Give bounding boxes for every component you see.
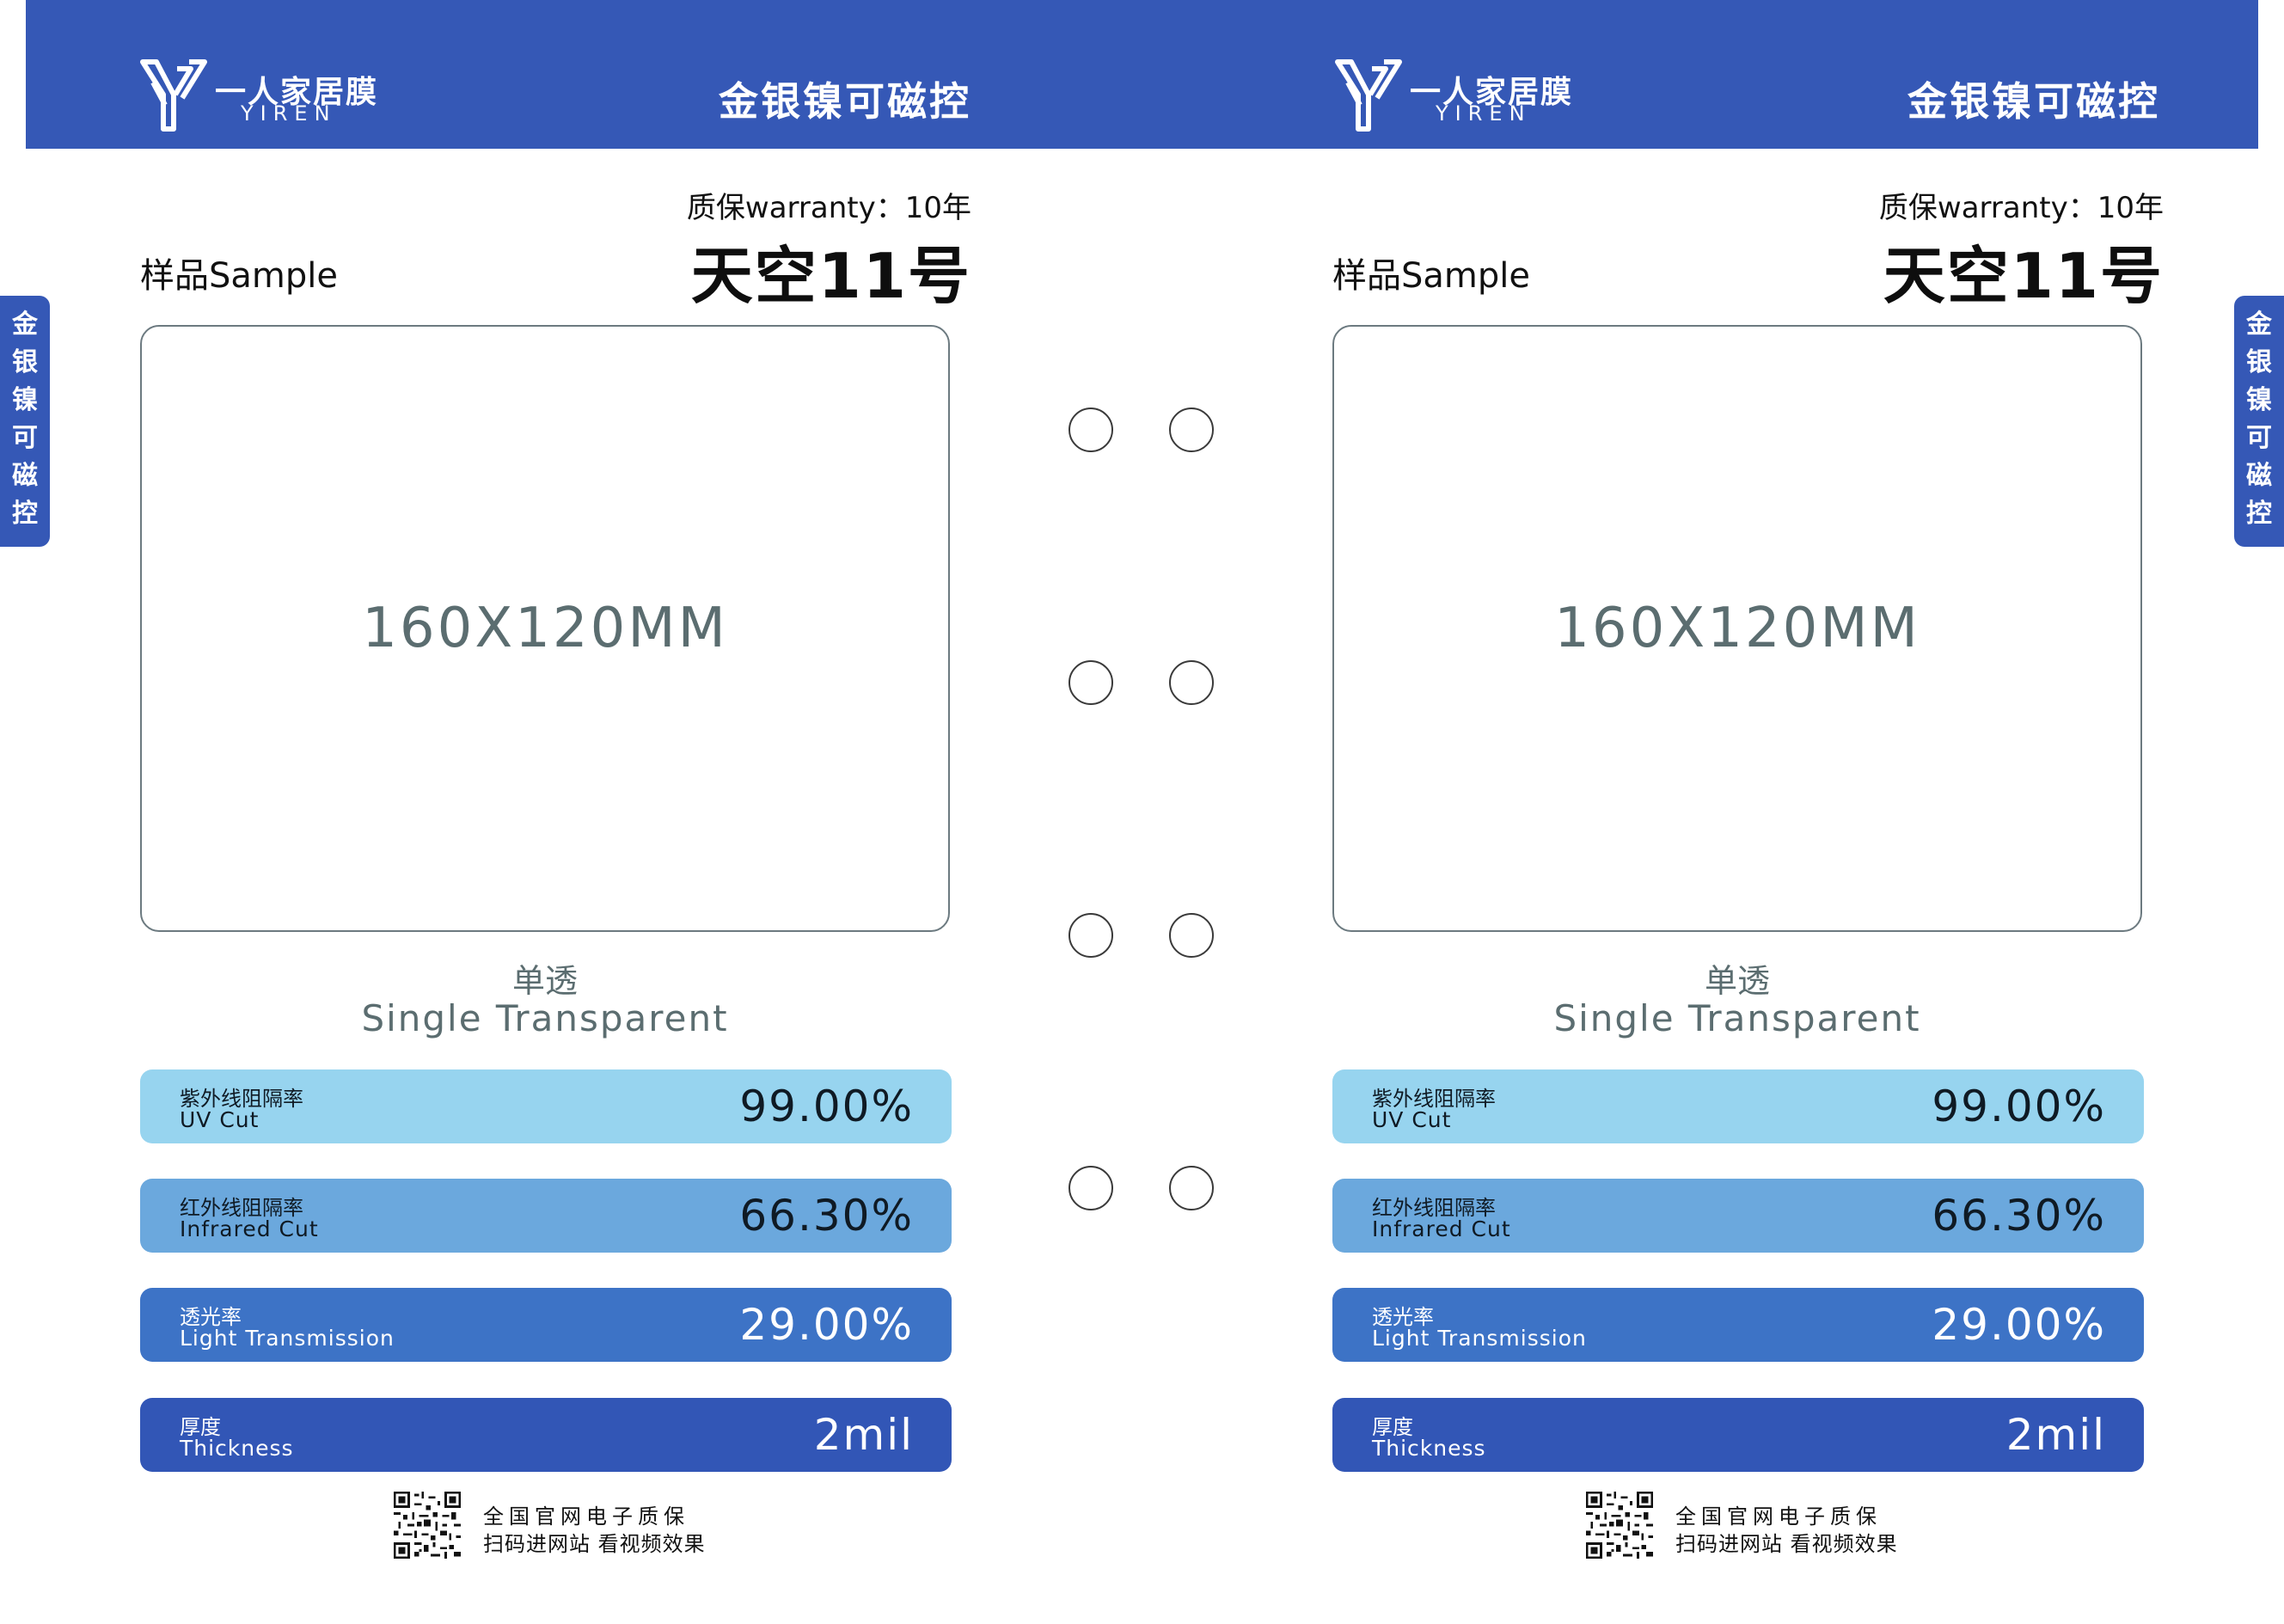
side-tab-char: 镍 <box>12 385 38 415</box>
stat-light-transmission: 透光率 Light Transmission 29.00% <box>1332 1288 2144 1362</box>
binding-hole-icon <box>1069 660 1113 705</box>
warranty-text: 质保warranty：10年 <box>1878 191 2164 225</box>
side-tab-left: 金 银 镍 可 磁 控 <box>0 296 50 547</box>
spec-card-right: 一人家居膜 YIREN 金银镍可磁控 质保warranty：10年 样品Samp… <box>1219 0 2284 1624</box>
stat-infrared-cut: 红外线阻隔率 Infrared Cut 66.30% <box>1332 1179 2144 1253</box>
stat-label-cn: 厚度 <box>180 1415 221 1439</box>
stat-value: 99.00% <box>739 1082 914 1131</box>
warranty-text: 质保warranty：10年 <box>686 191 971 225</box>
yiren-logo-icon <box>1335 59 1402 132</box>
stat-value: 2mil <box>2005 1410 2106 1460</box>
brand-name-cn: 一人家居膜 <box>1410 75 1574 110</box>
side-tab-char: 金 <box>12 309 38 340</box>
stat-label-en: Light Transmission <box>1372 1326 1587 1351</box>
stat-value: 66.30% <box>739 1191 914 1241</box>
stat-label-cn: 红外线阻隔率 <box>180 1196 303 1220</box>
product-name: 天空11号 <box>690 240 971 312</box>
product-name: 天空11号 <box>1883 240 2164 312</box>
sample-label: 样品Sample <box>140 256 338 296</box>
stat-label-en: UV Cut <box>1372 1107 1452 1132</box>
stat-infrared-cut: 红外线阻隔率 Infrared Cut 66.30% <box>140 1179 952 1253</box>
binding-hole-icon <box>1169 913 1214 958</box>
stat-value: 2mil <box>813 1410 914 1460</box>
header-bar: 一人家居膜 YIREN 金银镍可磁控 <box>26 0 1221 149</box>
footer-warranty-text: 全国官网电子质保 <box>1675 1504 1882 1529</box>
binding-hole-icon <box>1169 408 1214 452</box>
film-type-cn: 单透 <box>1704 962 1770 1000</box>
footer-warranty-text: 全国官网电子质保 <box>483 1504 689 1529</box>
side-tab-char: 银 <box>2246 347 2272 377</box>
yiren-logo-icon <box>140 59 207 132</box>
sample-size: 160X120MM <box>1554 597 1920 660</box>
brand-logo: 一人家居膜 YIREN <box>138 52 395 138</box>
sample-area: 160X120MM <box>140 325 950 932</box>
stat-label-en: UV Cut <box>180 1107 260 1132</box>
binding-hole-icon <box>1069 913 1113 958</box>
stat-label-en: Infrared Cut <box>1372 1216 1511 1241</box>
side-tab-char: 可 <box>12 423 38 453</box>
binding-hole-icon <box>1069 408 1113 452</box>
stat-uv-cut: 紫外线阻隔率 UV Cut 99.00% <box>1332 1069 2144 1143</box>
stat-label-cn: 透光率 <box>180 1305 242 1329</box>
stat-value: 99.00% <box>1932 1082 2106 1131</box>
side-tab-char: 控 <box>12 499 38 529</box>
spec-card-left: 一人家居膜 YIREN 金银镍可磁控 质保warranty：10年 样品Samp… <box>26 0 1221 1624</box>
footer-scan-text: 扫码进网站 看视频效果 <box>1675 1532 1898 1556</box>
qr-code-icon[interactable] <box>394 1492 461 1559</box>
stat-label-cn: 紫外线阻隔率 <box>1372 1087 1496 1111</box>
stat-label-en: Thickness <box>1372 1436 1486 1461</box>
stat-label-en: Light Transmission <box>180 1326 395 1351</box>
stat-value: 29.00% <box>1932 1300 2106 1350</box>
side-tab-char: 磁 <box>2246 461 2272 491</box>
brand-name-cn: 一人家居膜 <box>215 75 379 110</box>
binding-hole-icon <box>1069 1166 1113 1210</box>
film-type-en: Single Transparent <box>1553 997 1921 1039</box>
stat-label-cn: 紫外线阻隔率 <box>180 1087 303 1111</box>
side-tab-char: 磁 <box>12 461 38 491</box>
sample-area: 160X120MM <box>1332 325 2142 932</box>
film-type-cn: 单透 <box>511 962 578 1000</box>
footer-scan-text: 扫码进网站 看视频效果 <box>483 1532 706 1556</box>
side-tab-char: 可 <box>2246 423 2272 453</box>
binding-hole-icon <box>1169 1166 1214 1210</box>
stat-light-transmission: 透光率 Light Transmission 29.00% <box>140 1288 952 1362</box>
stat-uv-cut: 紫外线阻隔率 UV Cut 99.00% <box>140 1069 952 1143</box>
stat-label-en: Infrared Cut <box>180 1216 319 1241</box>
brand-logo: 一人家居膜 YIREN <box>1332 52 1590 138</box>
stat-thickness: 厚度 Thickness 2mil <box>1332 1398 2144 1472</box>
side-tab-char: 金 <box>2246 309 2272 340</box>
side-tab-right: 金 银 镍 可 磁 控 <box>2234 296 2284 547</box>
side-tab-char: 银 <box>12 347 38 377</box>
series-title: 金银镍可磁控 <box>719 78 971 125</box>
stat-label-en: Thickness <box>180 1436 294 1461</box>
stat-label-cn: 红外线阻隔率 <box>1372 1196 1496 1220</box>
stat-value: 66.30% <box>1932 1191 2106 1241</box>
sample-label: 样品Sample <box>1332 256 1530 296</box>
brand-name-en: YIREN <box>1436 101 1532 126</box>
stat-thickness: 厚度 Thickness 2mil <box>140 1398 952 1472</box>
series-title: 金银镍可磁控 <box>1907 78 2160 125</box>
stat-label-cn: 厚度 <box>1372 1415 1413 1439</box>
side-tab-char: 镍 <box>2246 385 2272 415</box>
sample-size: 160X120MM <box>362 597 728 660</box>
qr-code-icon[interactable] <box>1586 1492 1653 1559</box>
side-tab-char: 控 <box>2246 499 2272 529</box>
stat-label-cn: 透光率 <box>1372 1305 1434 1329</box>
header-bar: 一人家居膜 YIREN 金银镍可磁控 <box>1219 0 2258 149</box>
stat-value: 29.00% <box>739 1300 914 1350</box>
brand-name-en: YIREN <box>241 101 337 126</box>
binding-hole-icon <box>1169 660 1214 705</box>
film-type-en: Single Transparent <box>361 997 729 1039</box>
